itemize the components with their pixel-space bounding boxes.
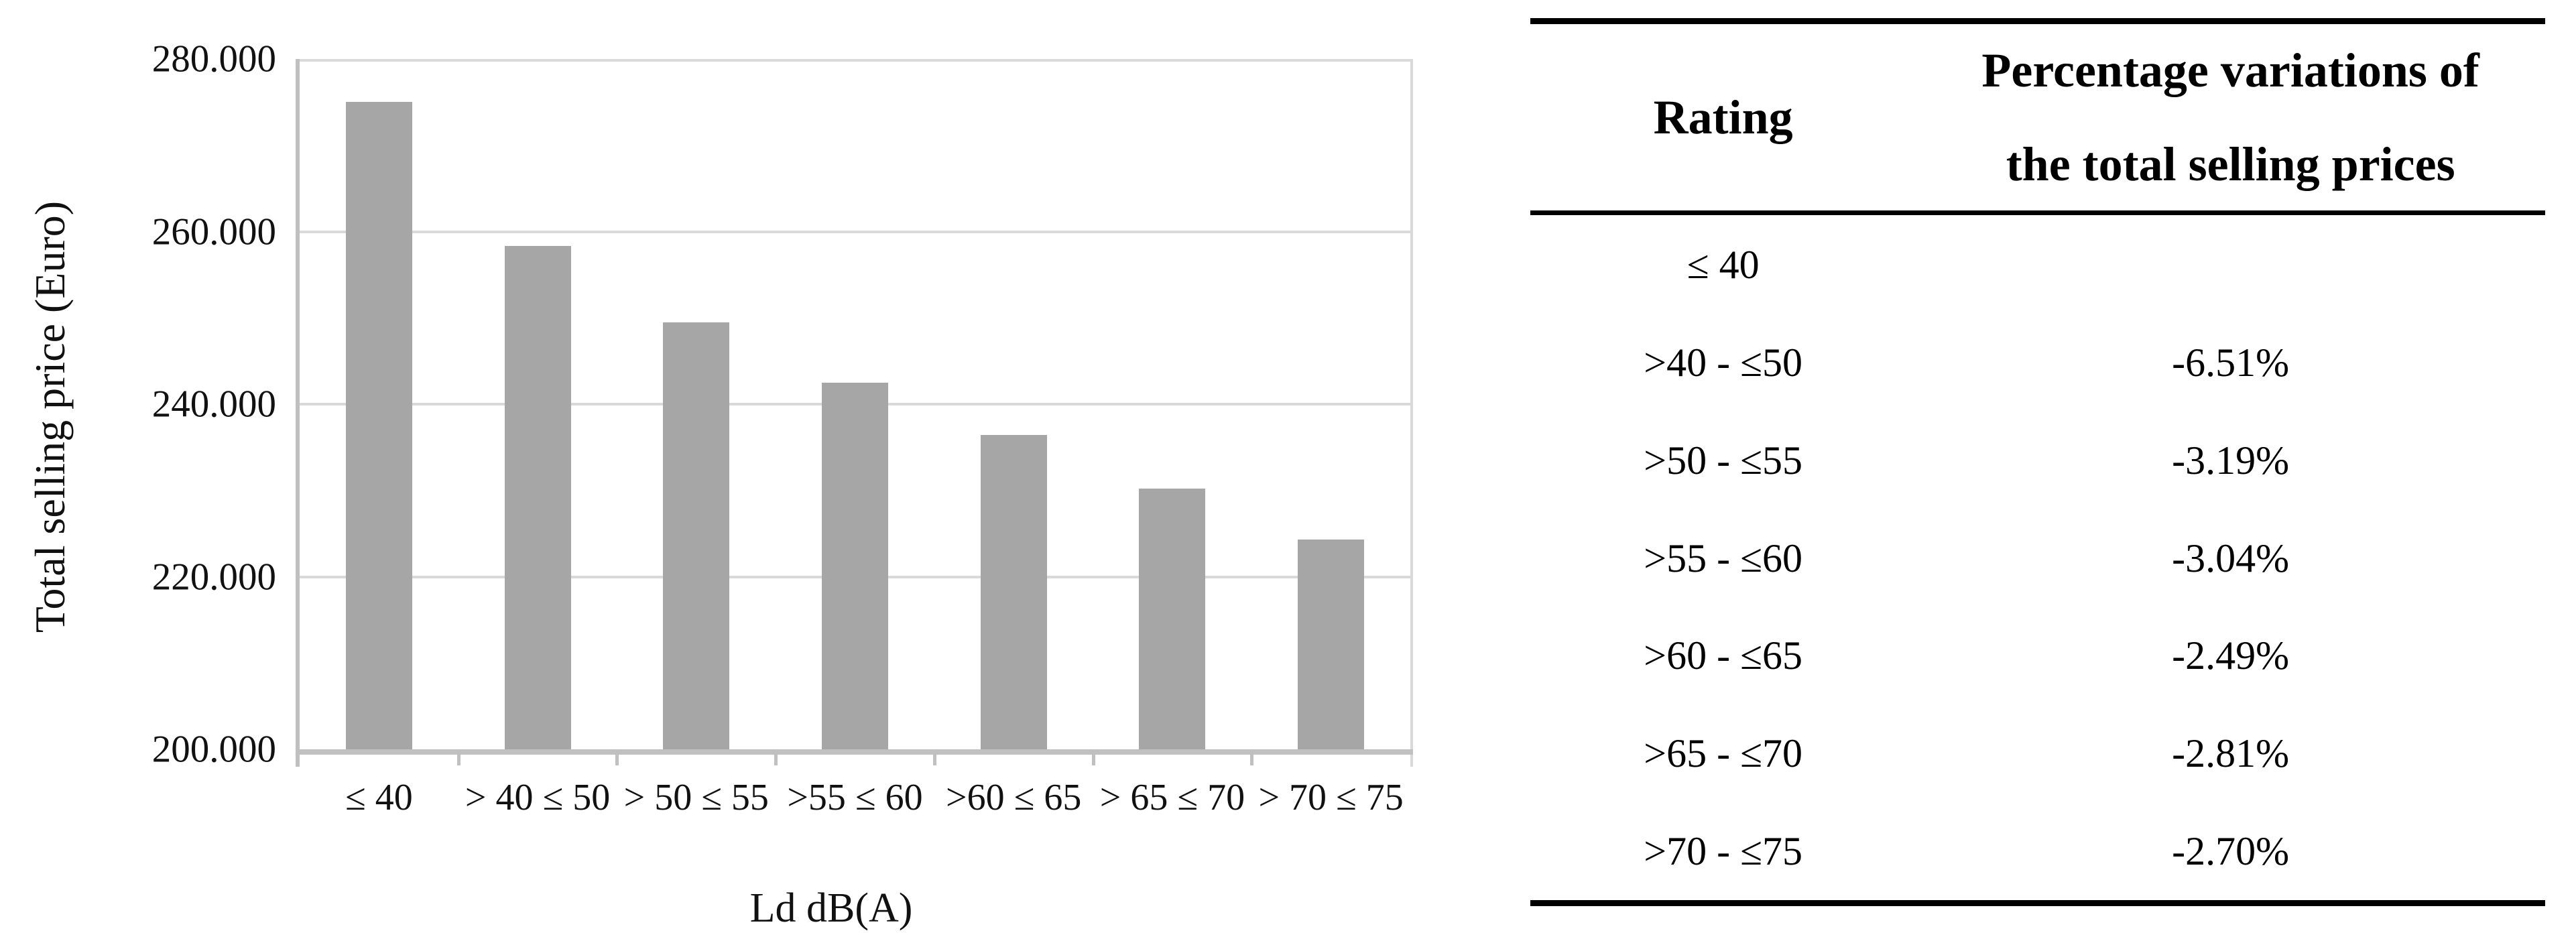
plot-right-border <box>1410 59 1413 767</box>
y-axis-line <box>296 59 300 767</box>
x-axis-tick-mark <box>456 749 461 765</box>
variation-cell: -2.70% <box>2172 828 2290 873</box>
percentage-header-line2: the total selling prices <box>2006 137 2455 191</box>
rating-column-header: Rating <box>1653 90 1793 144</box>
ratings-table: Rating Percentage variations of the tota… <box>1530 0 2545 943</box>
x-tick-label: >55 ≤ 60 <box>787 777 923 818</box>
rating-cell: ≤ 40 <box>1686 243 1760 288</box>
x-tick-label: > 40 ≤ 50 <box>465 777 611 818</box>
x-tick-label: >60 ≤ 65 <box>946 777 1082 818</box>
variation-cell: -3.19% <box>2172 438 2290 483</box>
variation-cell: -2.81% <box>2172 731 2290 775</box>
bar <box>980 435 1047 749</box>
plot-area: 280.000 260.000 240.000 220.000 200.000 ≤ 40 >… <box>151 38 1413 818</box>
y-tick-label: 240.000 <box>151 383 276 426</box>
y-tick-label: 260.000 <box>151 210 276 253</box>
table-row: >60 - ≤65 -2.49% <box>1530 607 2545 705</box>
table-row: >70 - ≤75 -2.70% <box>1530 802 2545 900</box>
y-tick-label: 220.000 <box>151 556 276 598</box>
table-bottom-rule <box>1530 900 2545 906</box>
x-axis-tick-mark <box>1091 749 1095 765</box>
bar <box>822 382 888 749</box>
bar <box>1139 489 1206 749</box>
bar <box>504 246 571 749</box>
percentage-column-header: Percentage variations of the total selli… <box>1916 24 2545 210</box>
table-row: >50 - ≤55 -3.19% <box>1530 412 2545 509</box>
table-row: >40 - ≤50 -6.51% <box>1530 314 2545 412</box>
x-axis-tick-mark <box>1250 749 1254 765</box>
table-row: ≤ 40 <box>1530 216 2545 314</box>
x-tick-label: ≤ 40 <box>345 777 413 818</box>
x-axis-tick-mark <box>774 749 778 765</box>
table-body: ≤ 40 >40 - ≤50 -6.51% >50 - ≤55 -3.19% >55 - … <box>1530 216 2545 900</box>
y-tick-label: 200.000 <box>151 728 276 771</box>
x-tick-label: > 70 ≤ 75 <box>1258 777 1404 818</box>
rating-cell: >65 - ≤70 <box>1644 731 1803 775</box>
x-axis-tick-mark <box>932 749 936 765</box>
bar <box>345 102 412 749</box>
rating-cell: >70 - ≤75 <box>1644 828 1803 873</box>
table-header-rule <box>1530 210 2545 215</box>
rating-cell: >40 - ≤50 <box>1644 340 1803 385</box>
variation-cell: -3.04% <box>2172 536 2290 580</box>
table-row: >55 - ≤60 -3.04% <box>1530 509 2545 607</box>
x-tick-label: > 50 ≤ 55 <box>623 777 769 818</box>
variation-cell: -2.49% <box>2172 633 2290 678</box>
x-axis-line <box>296 749 1413 755</box>
x-axis-tick-mark <box>615 749 619 765</box>
rating-cell: >55 - ≤60 <box>1644 536 1803 580</box>
bar-chart: Total selling price (Euro) 280.000 260.00… <box>26 38 1413 931</box>
y-gridline <box>300 230 1410 233</box>
x-tick-label: > 65 ≤ 70 <box>1099 777 1245 818</box>
percentage-header-line1: Percentage variations of <box>1981 44 2479 97</box>
y-tick-label: 280.000 <box>151 38 276 80</box>
table-top-rule <box>1530 18 2545 24</box>
rating-cell: >50 - ≤55 <box>1644 438 1803 483</box>
rating-cell: >60 - ≤65 <box>1644 633 1803 678</box>
variation-cell: -6.51% <box>2172 340 2290 385</box>
bar <box>663 322 730 749</box>
bar <box>1298 540 1365 749</box>
x-axis-title: Ld dB(A) <box>749 885 913 931</box>
table-row: >65 - ≤70 -2.81% <box>1530 705 2545 803</box>
plot-top-border <box>300 59 1410 62</box>
